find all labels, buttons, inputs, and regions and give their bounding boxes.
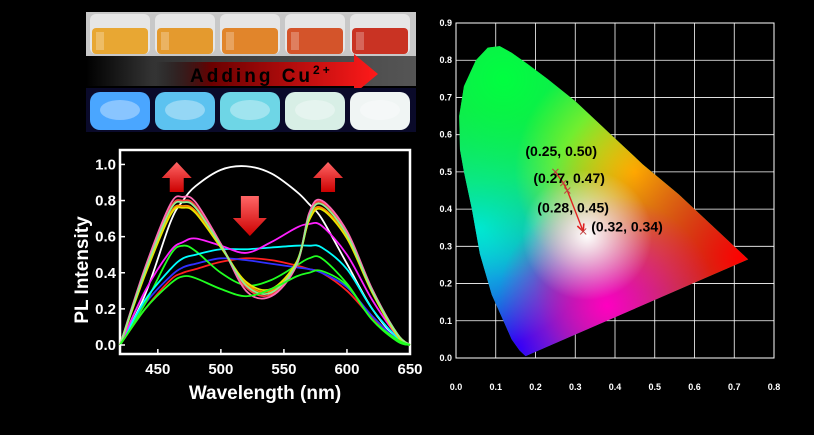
pl-x-tick-label-1: 500 — [208, 361, 233, 378]
pl-series-line-8 — [119, 195, 411, 346]
pl-y-tick-label-0: 0.0 — [95, 337, 116, 354]
vial-bottom-glow-1 — [165, 100, 205, 120]
pl-increase-arrow-right — [313, 162, 344, 192]
vial-top-glare-4 — [356, 32, 364, 50]
pl-x-axis-label: Wavelength (nm) — [189, 383, 341, 404]
vial-top-glare-0 — [96, 32, 104, 50]
pl-series-line-4 — [119, 244, 411, 346]
vial-bottom-0 — [90, 92, 150, 130]
vial-top-1 — [157, 28, 213, 54]
pl-x-tick-label-0: 450 — [145, 361, 170, 378]
cie-y-tick-label-9: 0.9 — [439, 18, 452, 28]
pl-series-line-2 — [119, 257, 411, 346]
cie-x-tick-label-4: 0.4 — [609, 382, 622, 392]
cie-y-tick-label-2: 0.2 — [439, 279, 452, 289]
vial-bottom-glow-0 — [100, 100, 140, 120]
pl-decrease-arrow — [232, 196, 267, 236]
cie-point-label-0: (0.25, 0.50) — [525, 143, 597, 159]
adding-cu-label: Adding Cu2+ — [190, 63, 333, 87]
vial-bottom-3 — [285, 92, 345, 130]
pl-series-line-10 — [119, 200, 411, 346]
cie-y-tick-label-7: 0.7 — [439, 92, 452, 102]
cie-x-tick-label-7: 0.7 — [728, 382, 741, 392]
vial-top-4 — [352, 28, 408, 54]
cie-y-tick-label-4: 0.4 — [439, 204, 452, 214]
vial-top-0 — [92, 28, 148, 54]
vial-bottom-2 — [220, 92, 280, 130]
cie-x-tick-label-1: 0.1 — [489, 382, 502, 392]
cie-chromaticity-svg: 0.0 0.1 0.2 0.3 0.4 0.5 0.6 0.7 0.8 0.0 0.1 0.2 0.3 0… — [439, 18, 781, 392]
vial-bottom-glow-4 — [360, 100, 400, 120]
vial-top-glare-3 — [291, 32, 299, 50]
cie-x-tick-label-6: 0.6 — [688, 382, 701, 392]
vial-photos: Adding Cu2+ — [86, 12, 416, 136]
pl-y-tick-label-4: 0.8 — [95, 193, 116, 210]
cie-y-tick-label-3: 0.3 — [439, 241, 452, 251]
pl-x-tick-label-2: 550 — [271, 361, 296, 378]
cie-point-label-1: (0.27, 0.47) — [533, 170, 605, 186]
pl-spectra-chart: 450 500 550 600 650 0.0 0.2 0.4 0.6 0.8 1.0 Wavelen… — [60, 140, 430, 430]
cie-point-marker-1 — [559, 179, 567, 187]
cie-x-tick-label-3: 0.3 — [569, 382, 582, 392]
cie-y-tick-label-8: 0.8 — [439, 55, 452, 65]
cie-x-tick-label-2: 0.2 — [529, 382, 542, 392]
pl-increase-arrow-left — [161, 162, 192, 192]
vial-photos-svg: Adding Cu2+ — [86, 12, 416, 132]
pl-y-tick-label-2: 0.4 — [95, 265, 117, 282]
vial-bottom-glow-2 — [230, 100, 270, 120]
cie-point-marker-0 — [552, 168, 559, 176]
pl-series-line-5 — [119, 221, 411, 346]
cie-trajectory-line — [554, 171, 584, 232]
cie-x-tick-label-0: 0.0 — [450, 382, 463, 392]
cie-point-label-2: (0.28, 0.45) — [537, 200, 609, 216]
vial-top-2 — [222, 28, 278, 54]
pl-plot-frame — [118, 148, 412, 356]
pl-series-line-11 — [119, 269, 411, 346]
vial-top-3 — [287, 28, 343, 54]
cie-point-marker-3 — [579, 228, 587, 235]
vial-top-glare-1 — [161, 32, 169, 50]
vial-bottom-glow-3 — [295, 100, 335, 120]
adding-cu-arrow — [156, 54, 378, 94]
pl-x-tick-label-3: 600 — [334, 361, 359, 378]
pl-y-axis-label: PL Intensity — [72, 216, 93, 324]
vial-bottom-4 — [350, 92, 410, 130]
cie-chromaticity-chart: 0.0 0.1 0.2 0.3 0.4 0.5 0.6 0.7 0.8 0.0 0.1 0.2 0.3 0… — [432, 10, 814, 430]
vial-bottom-1 — [155, 92, 215, 130]
cie-y-tick-label-0: 0.0 — [439, 353, 452, 363]
cie-y-tick-label-1: 0.1 — [439, 316, 452, 326]
vial-top-glare-2 — [226, 32, 234, 50]
pl-y-tick-label-3: 0.6 — [95, 229, 116, 246]
cie-y-tick-label-5: 0.5 — [439, 167, 452, 177]
pl-y-tick-label-5: 1.0 — [95, 156, 116, 173]
cie-point-label-3: (0.32, 0.34) — [591, 218, 663, 234]
cie-x-tick-label-8: 0.8 — [768, 382, 781, 392]
pl-x-tick-label-4: 650 — [397, 361, 422, 378]
pl-spectra-svg: 450 500 550 600 650 0.0 0.2 0.4 0.6 0.8 1.0 Wavelen… — [72, 148, 423, 404]
pl-y-tick-label-1: 0.2 — [95, 301, 116, 318]
cie-y-tick-label-6: 0.6 — [439, 130, 452, 140]
cie-point-marker-2 — [563, 187, 571, 194]
cie-x-tick-label-5: 0.5 — [648, 382, 661, 392]
